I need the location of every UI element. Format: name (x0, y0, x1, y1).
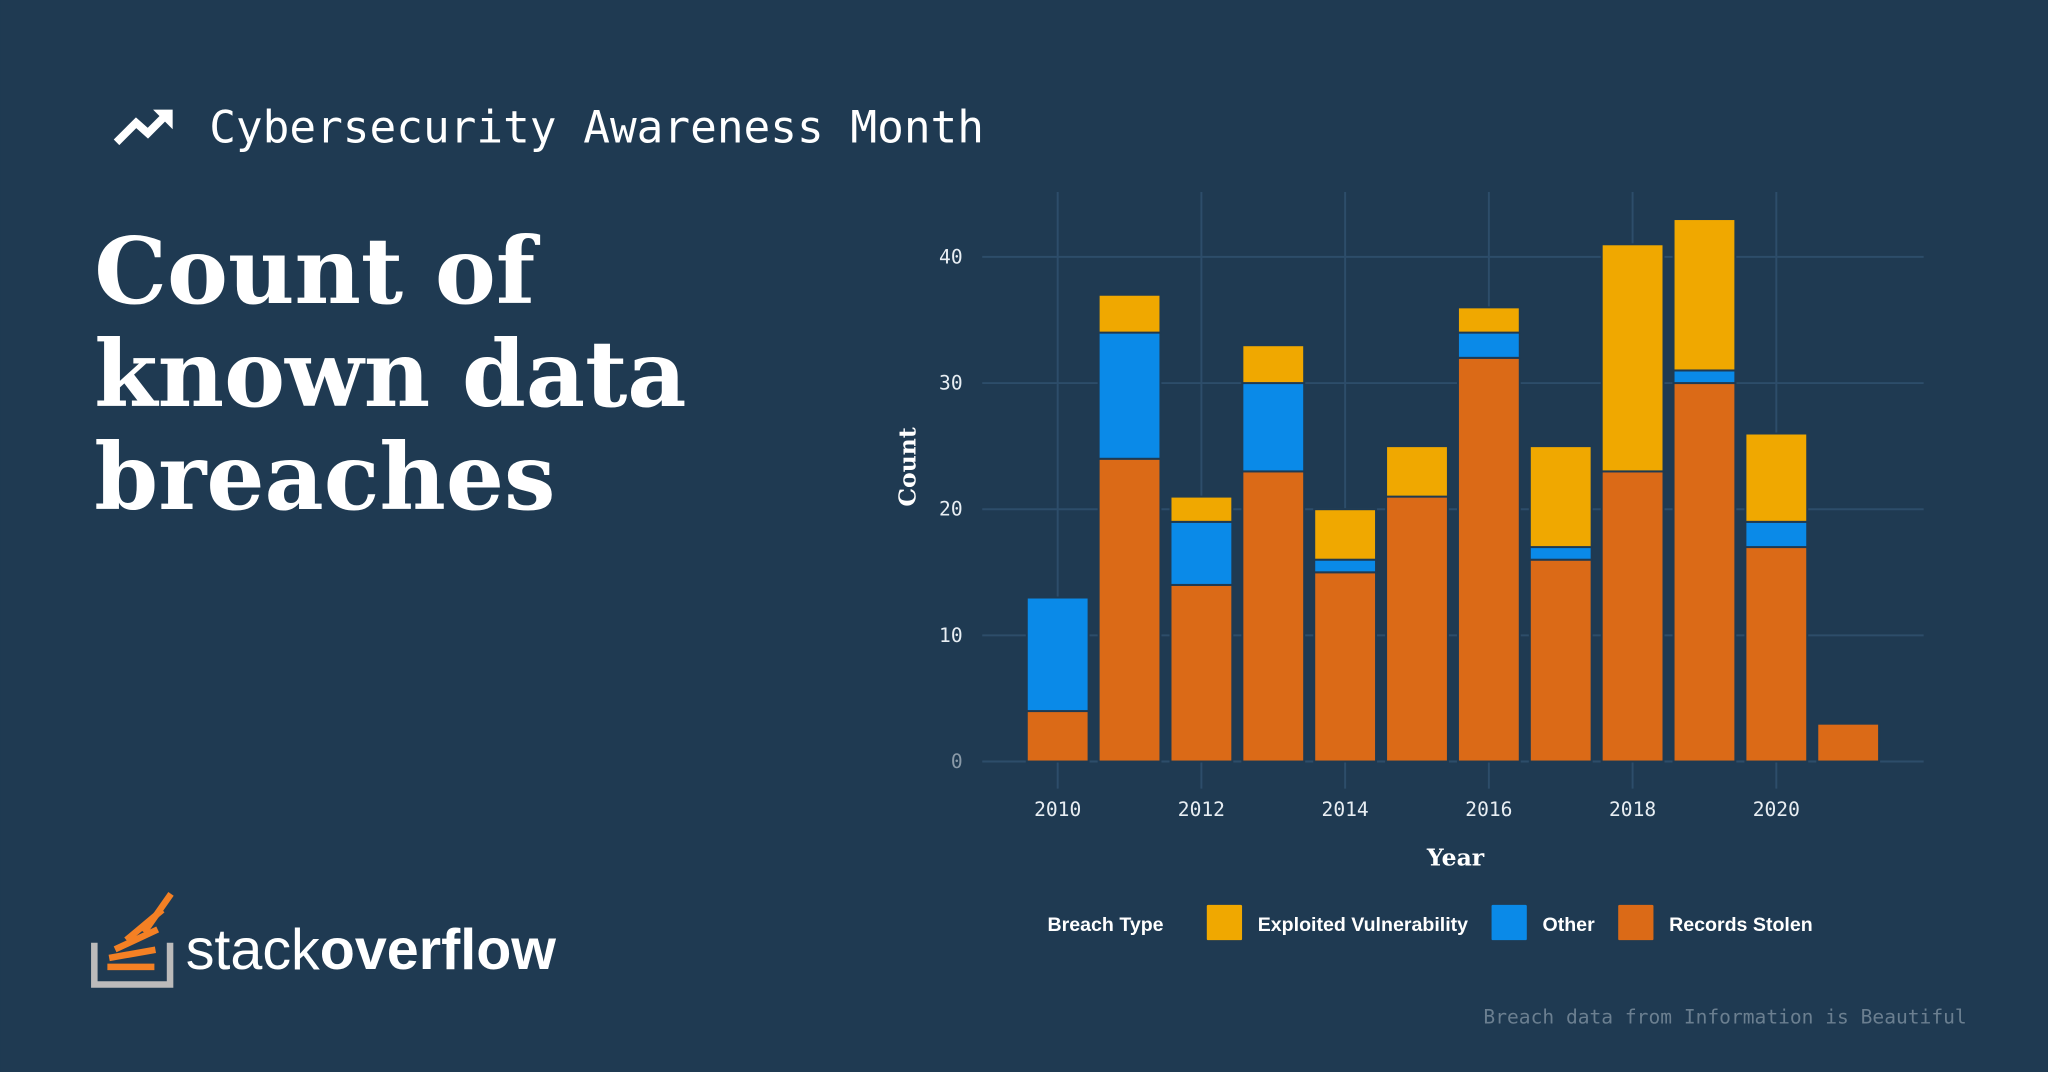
bar-segment (1672, 218, 1737, 372)
y-tick-label: 20 (939, 498, 963, 521)
y-tick-label: 0 (951, 750, 963, 773)
legend-swatch (1618, 904, 1654, 941)
y-tick-label: 40 (939, 245, 963, 268)
bar-segment (1097, 293, 1162, 334)
bar-segment (1241, 382, 1306, 473)
logo-bar (108, 946, 157, 962)
bar-segment (1169, 583, 1234, 763)
logo-bar (107, 963, 155, 971)
bar-segment (1313, 571, 1378, 763)
bar-segment (1528, 445, 1593, 549)
bar-segment (1025, 596, 1090, 713)
legend-swatch (1491, 904, 1527, 941)
logo-mark (91, 891, 174, 988)
bar-segment (1672, 369, 1737, 385)
legend-swatch (1206, 904, 1243, 941)
logo-bar (141, 891, 174, 935)
bar-segment (1744, 546, 1809, 763)
title-line: Count of (94, 217, 541, 325)
bar-segment (1744, 520, 1809, 549)
bar-segment (1313, 508, 1378, 561)
legend-label: Records Stolen (1669, 914, 1813, 936)
title-line: breaches (94, 423, 555, 531)
bar-segment (1241, 470, 1306, 763)
bar-segment (1097, 457, 1162, 763)
bar-segment (1528, 558, 1593, 763)
x-tick-label: 2020 (1753, 798, 1800, 821)
legend-label: Other (1542, 914, 1595, 936)
logo-bar (113, 926, 160, 953)
y-tick-label: 30 (939, 372, 963, 395)
bar-segment (1744, 432, 1809, 523)
bar-segment (1528, 546, 1593, 561)
brand-bold: overflow (320, 918, 556, 982)
x-tick-label: 2010 (1034, 798, 1081, 821)
bar-segment (1456, 306, 1521, 334)
legend-title: Breach Type (1048, 914, 1164, 936)
x-tick-label: 2018 (1609, 798, 1656, 821)
x-tick-label: 2014 (1322, 798, 1369, 821)
kicker: Cybersecurity Awareness Month (209, 102, 984, 153)
bar-segment (1385, 495, 1449, 763)
bar-segment (1241, 344, 1306, 385)
x-axis-label: Year (1426, 844, 1485, 872)
trend-icon-head (153, 109, 173, 130)
x-tick-label: 2016 (1465, 798, 1512, 821)
bar-segment (1097, 331, 1162, 460)
bar-segment (1456, 356, 1521, 763)
y-axis-label: Count (894, 427, 922, 507)
bar-segment (1600, 470, 1665, 763)
bar-segment (1816, 722, 1881, 763)
brand: stackoverflow (186, 918, 557, 982)
bar-segment (1313, 558, 1378, 574)
y-tick-label: 10 (939, 624, 963, 647)
bar-segment (1600, 243, 1665, 473)
x-tick-label: 2012 (1178, 798, 1225, 821)
trend-icon (113, 110, 171, 146)
bar-segment (1385, 445, 1449, 498)
bar-segment (1169, 520, 1234, 586)
brand-light: stack (186, 918, 320, 982)
bar-segment (1672, 382, 1737, 763)
legend-label: Exploited Vulnerability (1258, 914, 1468, 936)
source-note: Breach data from Information is Beautifu… (1483, 1006, 1966, 1029)
title-line: known data (94, 320, 686, 428)
bar-segment (1456, 331, 1521, 359)
bar-segment (1025, 710, 1090, 763)
logo-tray (91, 942, 174, 988)
bar-segment (1169, 495, 1234, 523)
